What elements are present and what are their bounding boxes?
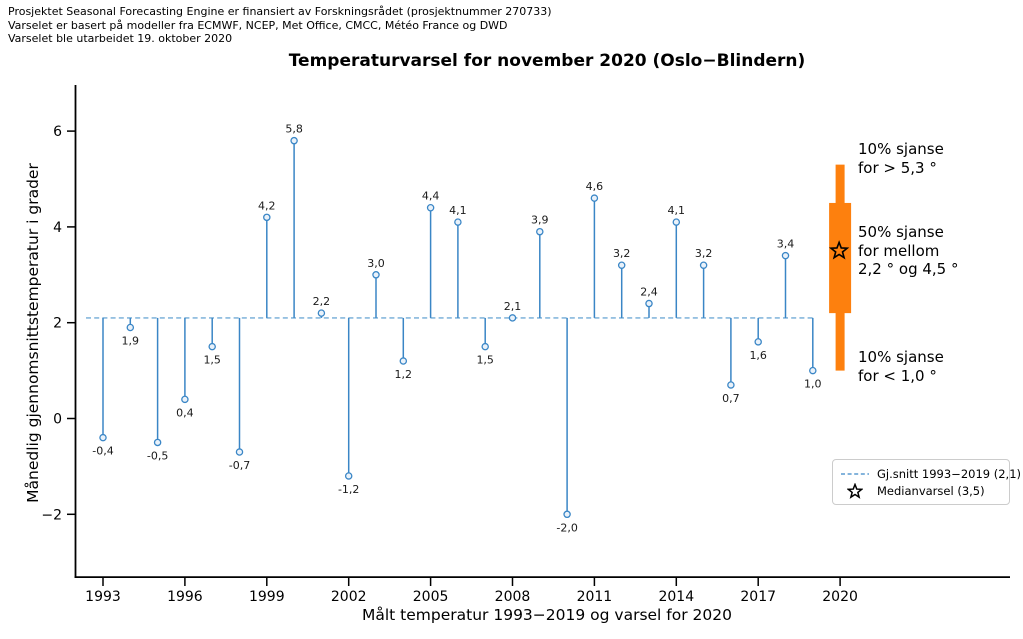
value-label-1996: 0,4 [176,406,194,419]
annotation-lower-chance: 10% sjanse for < 1,0 ° [858,348,944,385]
value-label-2016: 0,7 [722,392,740,405]
marker-2002 [344,472,353,480]
forecast-50pct-bar [829,202,852,314]
x-tick-label-2014: 2014 [658,589,694,605]
marker-1994 [126,323,135,332]
value-label-2015: 3,2 [695,247,713,260]
y-tick-label-2: 2 [53,316,62,332]
annotation-upper-chance: 10% sjanse for > 5,3 ° [858,140,944,177]
value-label-2005: 4,4 [422,190,440,203]
annotation-middle-chance: 50% sjanse for mellom 2,2 ° og 4,5 ° [858,223,959,278]
marker-1993 [99,433,107,442]
marker-2019 [809,366,817,375]
header-notes: Prosjektet Seasonal Forecasting Engine e… [8,5,552,46]
marker-2012 [617,261,626,269]
value-label-2013: 2,4 [640,286,658,299]
value-label-2002: -1,2 [338,483,359,496]
value-label-2003: 3,0 [367,257,385,270]
marker-2005 [426,203,435,212]
value-label-1994: 1,9 [122,334,140,347]
value-label-2018: 3,4 [777,238,795,251]
y-axis-label: Månedlig gjennomsnittstemperatur i grade… [24,163,42,503]
marker-2004 [399,357,408,365]
marker-1996 [181,395,189,404]
value-label-1993: -0,4 [92,445,113,458]
marker-2014 [672,218,681,226]
value-label-2019: 1,0 [804,378,822,391]
y-tick-label-4: 4 [53,220,62,236]
marker-2006 [454,218,462,226]
x-tick-label-2017: 2017 [740,589,776,605]
marker-2013 [645,299,653,308]
x-tick-label-2002: 2002 [331,589,367,605]
legend-star-glyph [847,482,863,499]
marker-2000 [290,136,298,145]
value-label-2012: 3,2 [613,247,631,260]
x-tick-label-1996: 1996 [167,589,203,605]
marker-2018 [781,251,790,260]
legend-label-median: Medianvarsel (3,5) [877,483,985,498]
marker-2017 [754,338,762,346]
legend-row-median: Medianvarsel (3,5) [839,482,1003,499]
y-tick-label--2: −2 [41,507,62,523]
marker-1998 [235,448,244,456]
value-label-2004: 1,2 [395,368,413,381]
value-label-2017: 1,6 [749,349,767,362]
marker-2016 [727,381,735,389]
x-tick-label-2020: 2020 [822,589,858,605]
y-tick-label-0: 0 [53,412,62,428]
marker-2007 [481,342,489,351]
header-line-funding: Prosjektet Seasonal Forecasting Engine e… [8,5,552,18]
value-label-2014: 4,1 [668,204,686,217]
value-label-2008: 2,1 [504,300,522,313]
marker-2003 [372,271,380,279]
x-tick-label-1999: 1999 [249,589,285,605]
value-label-2001: 2,2 [313,295,331,308]
value-label-1998: -0,7 [229,459,250,472]
marker-1997 [208,342,216,351]
marker-2011 [590,194,599,202]
value-label-2010: -2,0 [556,521,577,534]
chart-title: Temperaturvarsel for november 2020 (Oslo… [288,51,806,71]
value-label-2000: 5,8 [285,123,303,136]
dashed-line-icon [839,470,871,478]
value-label-2006: 4,1 [449,204,467,217]
x-tick-label-1993: 1993 [85,589,121,605]
x-tick-label-2008: 2008 [495,589,531,605]
marker-2008 [508,314,517,322]
marker-2001 [317,309,326,317]
marker-2010 [563,510,571,519]
value-label-1997: 1,5 [203,354,221,367]
legend-row-mean: Gj.snitt 1993−2019 (2,1) [839,465,1021,482]
marker-2009 [536,227,544,236]
y-tick-label-6: 6 [53,124,62,140]
marker-1999 [263,213,271,222]
legend: Gj.snitt 1993−2019 (2,1) Medianvarsel (3… [832,459,1021,505]
value-label-1999: 4,2 [258,199,276,212]
value-label-1995: -0,5 [147,449,168,462]
marker-1995 [153,438,162,447]
marker-2015 [699,261,708,269]
x-tick-label-2005: 2005 [413,589,449,605]
x-tick-label-2011: 2011 [577,589,613,605]
value-label-2007: 1,5 [476,354,494,367]
header-line-models: Varselet er basert på modeller fra ECMWF… [8,18,508,32]
legend-label-mean: Gj.snitt 1993−2019 (2,1) [877,466,1021,481]
value-label-2009: 3,9 [531,214,549,227]
x-axis-label: Målt temperatur 1993−2019 og varsel for … [362,606,732,624]
value-label-2011: 4,6 [586,180,604,193]
median-star-icon [828,240,850,260]
header-line-date: Varselet ble utarbeidet 19. oktober 2020 [8,32,233,45]
star-icon [839,482,871,499]
